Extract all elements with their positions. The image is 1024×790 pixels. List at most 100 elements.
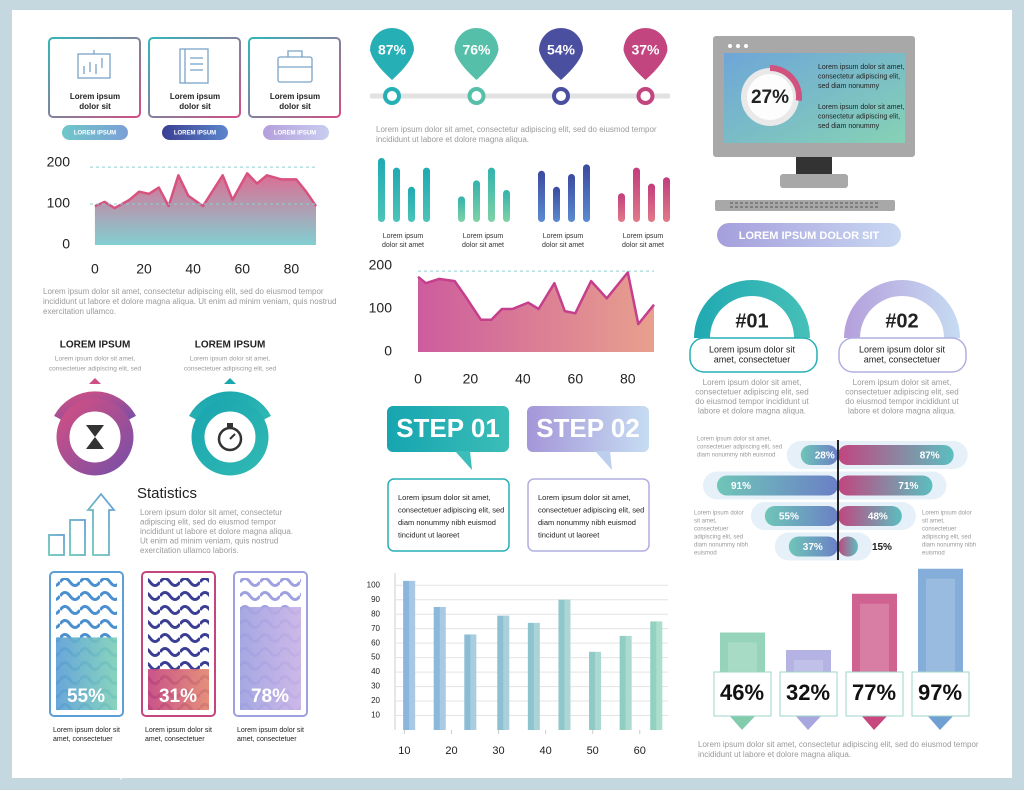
text-line: amet, consectetuer — [714, 354, 791, 364]
x-tick-label: 40 — [185, 261, 201, 277]
button[interactable] — [263, 125, 329, 140]
text-line: Lorem ipsum dolor sit amet, — [703, 378, 802, 387]
pin — [623, 28, 668, 80]
bar — [663, 177, 670, 222]
bar — [423, 167, 430, 222]
y-tick-label: 40 — [371, 667, 380, 676]
button[interactable] — [717, 223, 901, 247]
text-line: consectetuer adipiscing elit, sed — [184, 366, 277, 373]
text-line: adipiscing elit, sed — [694, 535, 743, 541]
bar — [583, 164, 590, 222]
text-line: amet, consectetuer — [53, 736, 113, 743]
x-tick-label: 80 — [284, 261, 300, 277]
text-line: euismod — [922, 551, 945, 557]
bar — [503, 190, 510, 222]
bar-label: 55% — [67, 686, 105, 707]
text-line: Lorem ipsum dolor — [922, 511, 972, 517]
button[interactable] — [162, 125, 228, 140]
text-line: Lorem ipsum dolor sit amet, — [853, 378, 952, 387]
bar-label: 91% — [731, 481, 751, 492]
text-line: Lorem ipsum dolor sit amet, — [55, 356, 135, 363]
cards — [48, 37, 341, 140]
text-line: consectetuer adipiscing elit, sed — [538, 505, 644, 514]
bar-shade — [439, 606, 446, 730]
watermark: 昵图网 www.nipic.com — [16, 763, 174, 780]
bar-shade — [503, 615, 510, 730]
bar-label: 28% — [815, 451, 835, 462]
bar-label: 31% — [159, 686, 197, 707]
bar — [650, 621, 663, 730]
x-tick-label: 30 — [492, 745, 504, 757]
text-line: Lorem ipsum dolor sit — [237, 727, 304, 734]
area-line — [94, 172, 318, 210]
button[interactable] — [62, 125, 128, 140]
card-label: Lorem ipsum — [270, 92, 320, 101]
wave-fill — [148, 669, 209, 710]
pin-label: 87% — [378, 42, 407, 58]
text-line: do eiusmod tempor incididunt ut — [845, 397, 959, 406]
x-tick-label: 50 — [587, 745, 599, 757]
bar-label: 15% — [872, 542, 892, 553]
label-pointer — [860, 714, 889, 730]
bar — [648, 183, 655, 222]
text-line: consectetuer — [922, 527, 956, 533]
area-line — [417, 271, 655, 326]
timers — [54, 378, 271, 476]
y-tick-label: 80 — [371, 609, 380, 618]
badge-title: #02 — [885, 310, 918, 332]
y-tick-label: 100 — [369, 300, 393, 316]
watermark-id: ID:32964402 NO:20220420201841636121 — [790, 765, 998, 777]
button-label: LOREM IPSUM DOLOR SIT — [739, 230, 880, 242]
timeline-dot — [467, 87, 486, 105]
text-line: consectetuer adipiscing elit, sed — [49, 366, 142, 373]
y-tick-label: 200 — [47, 154, 71, 170]
y-tick-label: 100 — [47, 195, 71, 211]
bar — [497, 615, 510, 730]
bar — [553, 186, 560, 222]
text-line: consectetuer — [694, 527, 728, 533]
card — [248, 37, 341, 118]
bar-right — [838, 445, 954, 465]
text-line: diam nonummy nibh — [694, 543, 748, 549]
column-label: 46% — [720, 680, 764, 705]
button-label: LOREM IPSUM — [74, 131, 116, 137]
bar — [633, 167, 640, 222]
button-label: LOREM IPSUM — [174, 131, 216, 137]
label-box — [713, 671, 772, 717]
x-tick-label: 60 — [568, 371, 584, 387]
bar-label: 37% — [803, 542, 823, 553]
x-tick-label: 40 — [539, 745, 551, 757]
bar-label: 71% — [898, 481, 918, 492]
text-line: consectetur adipiscing elit, — [818, 113, 900, 120]
text-line: Lorem ipsum dolor sit — [709, 344, 796, 354]
timeline-dot — [636, 87, 655, 105]
bar-shade — [564, 599, 571, 730]
bar-shade — [409, 580, 416, 730]
bar-left — [716, 475, 838, 496]
pin-label: 37% — [631, 42, 660, 58]
bar — [488, 167, 495, 222]
stats-icon — [48, 492, 116, 556]
text-line: sit amet, — [694, 519, 717, 525]
bar — [538, 170, 545, 222]
x-tick-label: 20 — [445, 745, 457, 757]
bar-shade — [470, 634, 477, 730]
bar-group-label: Lorem ipsum — [383, 233, 424, 240]
text-line: incididunt ut labore et dolore magna ali… — [140, 527, 293, 536]
bar — [619, 635, 632, 730]
bar-group-label: Lorem ipsum — [463, 233, 504, 240]
badge-title: #01 — [735, 310, 768, 332]
bar-label: 78% — [251, 686, 289, 707]
text-line: adipiscing elit, sed do eiusmod tempor — [140, 518, 276, 527]
text-line: Lorem ipsum dolor sit — [53, 727, 120, 734]
area-fill — [94, 173, 317, 245]
text-line: amet, consectetuer — [864, 354, 941, 364]
bar — [433, 606, 446, 730]
donut-hole — [747, 74, 793, 120]
text-line: Lorem ipsum dolor sit — [859, 344, 946, 354]
timeline-dot — [552, 87, 570, 105]
text-line: do eiusmod tempor incididunt ut — [695, 397, 809, 406]
text-line: exercitation ullamco laboris. — [140, 546, 239, 555]
bar-label: 55% — [779, 512, 799, 523]
bar — [458, 196, 465, 222]
